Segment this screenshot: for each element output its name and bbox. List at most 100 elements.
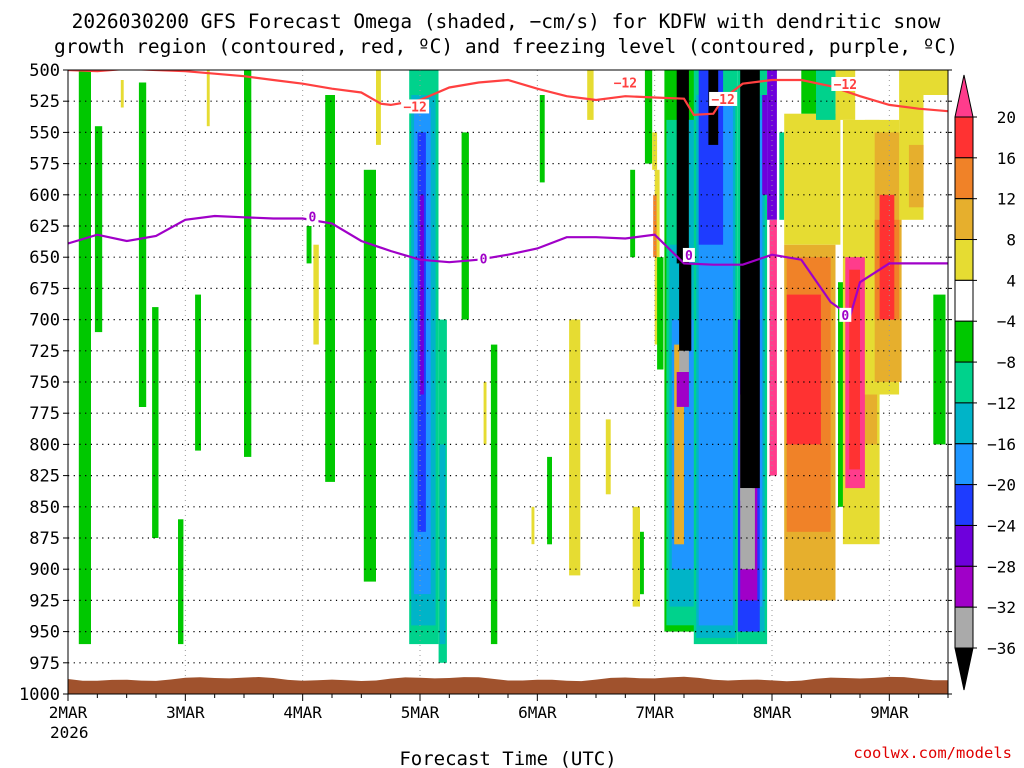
x-tick-label-9MAR: 9MAR: [870, 703, 909, 722]
x-axis-year-label: 2026: [50, 723, 89, 742]
y-tick-label-800: 800: [29, 435, 60, 455]
omega-cell-42: [674, 344, 684, 545]
omega-cell-23: [490, 344, 498, 645]
freezing-label-2: 0: [477, 251, 490, 268]
colorbar: 20 16 12 8 4 −4 −8 −12 −16 −20 −24 −28 −32 −36: [954, 74, 1016, 691]
y-tick-label-750: 750: [29, 373, 60, 393]
omega-cell-73: [838, 282, 846, 507]
colorbar-label-1: 16: [997, 149, 1016, 168]
omega-cell-4: [152, 307, 159, 538]
y-axis: 500 525 550 575 600 625 650 675 700 725 750 775 800 8…: [19, 61, 952, 705]
freezing-level-line: [68, 214, 948, 318]
omega-cell-62: [767, 70, 777, 220]
omega-cell-70: [816, 70, 836, 120]
omega-cell-31: [632, 506, 640, 607]
colorbar-label-5: −4: [997, 312, 1016, 331]
colorbar-label-13: −36: [987, 639, 1016, 658]
chart-title-line2: growth region (contoured, red, ºC) and f…: [54, 35, 958, 58]
omega-cell-34: [652, 132, 658, 170]
omega-cell-12: [363, 169, 376, 582]
dgz-label-1-bg: [401, 99, 430, 114]
omega-cell-1: [94, 126, 103, 333]
contours: −12 −12 −12 −12 0 0 0 0: [68, 70, 948, 324]
colorbar-label-2: 12: [997, 190, 1016, 209]
freezing-label-2-bg: [477, 251, 490, 266]
dgz-label-3: −12: [709, 91, 738, 108]
y-tick-label-775: 775: [29, 404, 60, 424]
colorbar-swatch-3: [954, 198, 974, 240]
x-axis: 2MAR 3MAR 4MAR 5MAR 6MAR 7MAR 8MAR 9MAR: [49, 694, 949, 722]
y-tick-label-500: 500: [29, 61, 60, 81]
omega-cell-44: [679, 263, 692, 351]
y-tick-label-650: 650: [29, 248, 60, 268]
y-tick-label-675: 675: [29, 279, 60, 299]
omega-cell-7: [206, 70, 210, 127]
colorbar-swatch-13: [954, 606, 974, 649]
omega-cell-24: [531, 506, 535, 545]
y-tick-label-725: 725: [29, 342, 60, 362]
colorbar-swatch-4: [954, 239, 974, 281]
colorbar-label-9: −20: [987, 476, 1016, 495]
colorbar-label-10: −24: [987, 516, 1016, 535]
colorbar-swatch-8: [954, 402, 974, 445]
freezing-label-4-text: 0: [841, 309, 849, 324]
omega-cell-68: [786, 294, 821, 445]
y-tick-label-850: 850: [29, 498, 60, 518]
x-tick-label-3MAR: 3MAR: [166, 703, 205, 722]
colorbar-swatch-5: [954, 279, 974, 322]
colorbar-swatch-12: [954, 565, 974, 608]
colorbar-swatch-10: [954, 484, 974, 526]
colorbar-label-11: −28: [987, 557, 1016, 576]
freezing-label-1-text: 0: [309, 210, 317, 225]
y-tick-label-900: 900: [29, 560, 60, 580]
omega-cell-0: [78, 70, 91, 645]
omega-cell-26: [547, 456, 552, 545]
colorbar-swatch-11: [954, 525, 974, 567]
omega-cell-83: [908, 144, 924, 208]
omega-cell-30: [630, 169, 636, 258]
x-tick-label-5MAR: 5MAR: [401, 703, 440, 722]
x-axis-title: Forecast Time (UTC): [399, 748, 616, 768]
dgz-contour-line: [68, 70, 948, 117]
y-tick-label-950: 950: [29, 623, 60, 643]
omega-cell-85: [933, 294, 946, 445]
ground-band: [68, 676, 948, 694]
omega-cell-21: [461, 132, 469, 320]
omega-cell-25: [539, 95, 545, 183]
omega-cell-81: [879, 194, 895, 320]
colorbar-bottom-arrow: [954, 647, 974, 691]
omega-cell-18: [420, 194, 424, 395]
freezing-label-4-bg: [839, 307, 852, 322]
omega-cell-2: [120, 80, 124, 108]
colorbar-swatch-9: [954, 443, 974, 486]
omega-cell-13: [376, 70, 381, 145]
omega-cell-11: [325, 95, 335, 482]
omega-cell-32: [640, 531, 644, 595]
colorbar-label-3: 8: [1006, 231, 1016, 250]
omega-cell-60: [740, 488, 753, 501]
y-tick-label-1000: 1000: [19, 685, 60, 705]
x-tick-label-7MAR: 7MAR: [635, 703, 674, 722]
omega-cell-6: [195, 294, 201, 451]
dgz-label-4-text: −12: [834, 78, 857, 93]
dgz-label-3-text: −12: [711, 93, 734, 108]
colorbar-swatch-2: [954, 157, 974, 200]
colorbar-swatch-7: [954, 361, 974, 404]
omega-cell-37: [657, 257, 664, 370]
omega-cell-52: [708, 70, 719, 145]
colorbar-label-12: −32: [987, 598, 1016, 617]
dgz-label-4: −12: [831, 76, 860, 93]
x-tick-label-6MAR: 6MAR: [518, 703, 557, 722]
dgz-label-1: −12: [401, 99, 430, 115]
y-tick-label-600: 600: [29, 186, 60, 206]
x-tick-label-2MAR: 2MAR: [49, 703, 88, 722]
y-tick-label-625: 625: [29, 217, 60, 237]
dgz-label-3-bg: [709, 91, 738, 106]
omega-cell-8: [244, 70, 252, 457]
omega-cell-5: [178, 519, 184, 645]
omega-cell-33: [644, 70, 653, 164]
colorbar-swatch-6: [954, 320, 974, 363]
omega-cell-46: [676, 372, 689, 407]
y-tick-label-575: 575: [29, 155, 60, 175]
